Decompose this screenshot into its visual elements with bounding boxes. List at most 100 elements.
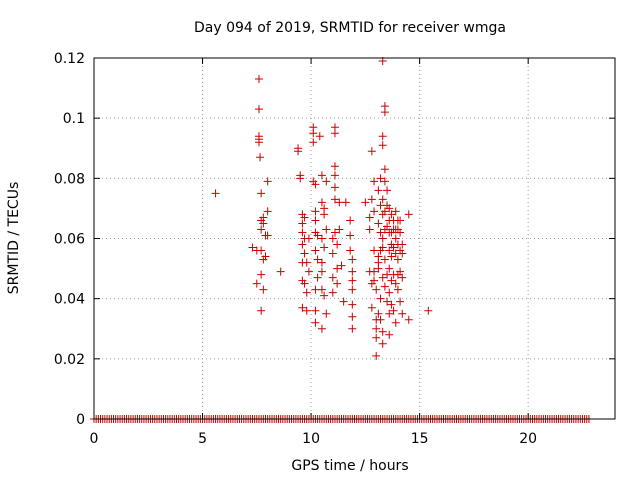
- data-point: [380, 255, 389, 264]
- data-point: [380, 108, 389, 117]
- data-point: [385, 288, 394, 297]
- data-point: [330, 129, 339, 138]
- data-point: [256, 153, 265, 162]
- data-point: [339, 297, 348, 306]
- data-point: [257, 270, 266, 279]
- data-point: [396, 228, 405, 237]
- axis-ticks: [93, 57, 615, 420]
- data-point: [378, 141, 387, 150]
- data-point: [389, 243, 398, 252]
- data-point: [311, 246, 320, 255]
- data-point: [313, 231, 322, 240]
- data-point: [391, 234, 400, 243]
- data-point: [378, 234, 387, 243]
- data-point: [393, 255, 402, 264]
- x-axis-label: GPS time / hours: [291, 458, 408, 474]
- data-point: [372, 285, 381, 294]
- data-point: [367, 303, 376, 312]
- data-point: [259, 219, 268, 228]
- y-tick-label: 0.04: [54, 292, 85, 308]
- data-point: [385, 309, 394, 318]
- data-point: [346, 246, 355, 255]
- data-point: [365, 213, 374, 222]
- data-point: [341, 198, 350, 207]
- data-point: [302, 306, 311, 315]
- data-point: [398, 309, 407, 318]
- data-point: [367, 195, 376, 204]
- data-point: [317, 198, 326, 207]
- data-point: [317, 324, 326, 333]
- data-point: [263, 207, 272, 216]
- data-point: [346, 231, 355, 240]
- data-point: [378, 243, 387, 252]
- data-point: [393, 285, 402, 294]
- data-point: [330, 195, 339, 204]
- data-point: [257, 306, 266, 315]
- x-tick-label: 15: [411, 431, 429, 447]
- data-point: [391, 279, 400, 288]
- data-point: [309, 129, 318, 138]
- grid-lines: [94, 58, 615, 419]
- data-point: [333, 264, 342, 273]
- data-point: [333, 240, 342, 249]
- data-point: [378, 273, 387, 282]
- data-point: [380, 165, 389, 174]
- data-point: [380, 207, 389, 216]
- y-tick-label: 0.1: [63, 111, 85, 127]
- data-point: [330, 183, 339, 192]
- x-tick-labels: 0 5 10 15 20: [90, 431, 538, 447]
- data-point: [317, 285, 326, 294]
- data-point: [330, 228, 339, 237]
- data-point: [322, 309, 331, 318]
- data-point: [328, 273, 337, 282]
- data-point: [261, 252, 270, 261]
- data-point: [317, 267, 326, 276]
- data-point: [304, 234, 313, 243]
- data-point: [383, 297, 392, 306]
- data-point: [398, 240, 407, 249]
- data-point: [317, 258, 326, 267]
- x-tick-label: 0: [90, 431, 99, 447]
- data-point: [257, 189, 266, 198]
- data-point: [257, 246, 266, 255]
- data-point: [361, 198, 370, 207]
- data-point: [376, 315, 385, 324]
- data-point: [380, 177, 389, 186]
- data-point: [311, 180, 320, 189]
- data-point: [372, 324, 381, 333]
- data-point: [302, 288, 311, 297]
- data-point: [348, 267, 357, 276]
- data-point: [346, 216, 355, 225]
- data-point: [396, 297, 405, 306]
- y-tick-label: 0.02: [54, 352, 85, 368]
- data-point: [376, 294, 385, 303]
- data-point: [317, 234, 326, 243]
- data-point: [322, 225, 331, 234]
- data-point: [335, 225, 344, 234]
- chart-title: Day 094 of 2019, SRMTID for receiver wmg…: [194, 20, 506, 36]
- data-point: [322, 177, 331, 186]
- data-point: [257, 225, 266, 234]
- data-point: [337, 261, 346, 270]
- y-tick-label: 0: [76, 412, 85, 428]
- data-point: [248, 243, 257, 252]
- data-point: [348, 276, 357, 285]
- data-point: [311, 216, 320, 225]
- data-point: [317, 171, 326, 180]
- data-point: [254, 138, 263, 147]
- data-point: [378, 327, 387, 336]
- data-point: [385, 246, 394, 255]
- data-point: [387, 252, 396, 261]
- data-point: [396, 267, 405, 276]
- data-point: [404, 210, 413, 219]
- data-point: [378, 339, 387, 348]
- x-tick-label: 20: [519, 431, 537, 447]
- data-point: [385, 264, 394, 273]
- data-point: [391, 207, 400, 216]
- data-point: [320, 243, 329, 252]
- data-point: [376, 174, 385, 183]
- data-point: [254, 105, 263, 114]
- data-point: [259, 285, 268, 294]
- data-point: [294, 147, 303, 156]
